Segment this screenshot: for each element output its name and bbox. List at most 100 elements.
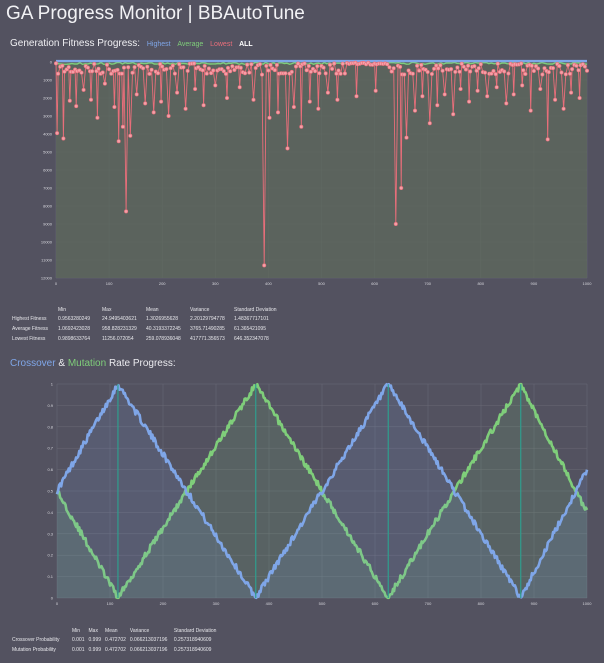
stats-header-stddev: Standard Deviation [173, 628, 217, 634]
lowest-point [237, 85, 242, 90]
legend-lowest[interactable]: Lowest [210, 41, 233, 48]
lowest-point [553, 97, 558, 102]
lowest-point [373, 88, 378, 93]
lowest-point [192, 61, 197, 66]
stats-cell: 61.365421095 [234, 326, 266, 332]
lowest-point [225, 95, 230, 100]
lowest-point [567, 71, 572, 76]
table-row: Average Fitness 1.0692423028 958.8282313… [10, 324, 279, 334]
x-tick-label: 100 [106, 281, 113, 286]
fitness-stats-table: Min Max Mean Variance Standard Deviation… [10, 306, 279, 344]
stats-cell: 0.066213037196 [129, 647, 168, 653]
lowest-point [120, 124, 125, 129]
x-tick-label: 400 [266, 601, 273, 606]
lowest-point [399, 186, 404, 191]
lowest-point [523, 71, 528, 76]
lowest-point [342, 71, 347, 76]
stats-cell: Mutation Probability [12, 647, 56, 653]
stats-cell: 0.066213037196 [129, 637, 168, 643]
lowest-point [166, 113, 171, 118]
stats-cell: 11256.072054 [102, 336, 134, 342]
x-tick-label: 800 [477, 281, 484, 286]
x-tick-label: 600 [371, 281, 378, 286]
stats-cell: 1.48367717101 [234, 316, 269, 322]
rates-section-heading: Crossover & Mutation Rate Progress: [10, 358, 176, 369]
lowest-point [253, 66, 258, 71]
lowest-point [504, 101, 509, 106]
lowest-point [53, 61, 58, 66]
y-tick-label: 0.8 [47, 424, 53, 429]
lowest-point [304, 68, 309, 73]
lowest-point [520, 83, 525, 88]
lowest-point [325, 90, 330, 95]
fitness-heading-text: Generation Fitness Progress: [10, 38, 141, 49]
x-tick-label: 900 [531, 601, 538, 606]
y-tick-label: 0.9 [47, 403, 53, 408]
lowest-point [262, 263, 267, 268]
lowest-point [96, 66, 101, 71]
lowest-point [274, 63, 279, 68]
lowest-point [321, 65, 326, 70]
legend-all[interactable]: ALL [239, 41, 253, 48]
lowest-point [81, 87, 86, 92]
lowest-point [478, 62, 483, 67]
lowest-point [563, 72, 568, 77]
lowest-point [402, 72, 407, 77]
lowest-point [247, 70, 252, 75]
fitness-section-heading: Generation Fitness Progress: Highest Ave… [10, 38, 253, 49]
lowest-point [232, 68, 237, 73]
lowest-point [100, 70, 105, 75]
lowest-point [60, 63, 65, 68]
lowest-point [228, 69, 233, 74]
lowest-point [425, 70, 430, 75]
lowest-point [209, 71, 214, 76]
lowest-point [330, 66, 335, 71]
lowest-point [275, 110, 280, 115]
lowest-point [226, 65, 231, 70]
lowest-point [92, 62, 97, 67]
lowest-point [313, 69, 318, 74]
stats-header-stddev: Standard Deviation [234, 307, 277, 313]
lowest-points [53, 60, 589, 268]
lowest-point [463, 67, 468, 72]
lowest-point [557, 64, 562, 69]
legend-average[interactable]: Average [177, 41, 204, 48]
lowest-point [323, 71, 328, 76]
stats-cell: 0.9898633764 [58, 336, 90, 342]
lowest-point [79, 70, 84, 75]
lowest-point [267, 115, 272, 120]
fitness-chart: 0100020003000400050006000700080009000100… [41, 60, 592, 287]
lowest-point [145, 64, 150, 69]
stats-header-label [10, 627, 70, 635]
lowest-point [105, 62, 110, 67]
lowest-point [141, 66, 146, 71]
lowest-point [440, 68, 445, 73]
lowest-point [584, 68, 589, 73]
legend-highest[interactable]: Highest [146, 41, 171, 48]
lowest-point [334, 71, 339, 76]
table-row: Highest Fitness 0.9563280249 24.94954036… [10, 314, 279, 324]
lowest-point [404, 135, 409, 140]
lowest-point [391, 66, 396, 71]
lowest-point [183, 106, 188, 111]
x-tick-label: 900 [531, 281, 538, 286]
lowest-point [467, 99, 472, 104]
stats-cell: 0.9563280249 [58, 316, 90, 322]
stats-cell: Crossover Probability [12, 637, 60, 643]
stats-cell: 0.472702 [105, 647, 126, 653]
lowest-point [272, 68, 277, 73]
x-tick-label: 100 [107, 601, 114, 606]
lowest-point [458, 86, 463, 91]
stats-header-min: Min [72, 628, 81, 634]
lowest-point [545, 137, 550, 142]
stats-cell: 3765.71490285 [190, 326, 225, 332]
lowest-point [175, 90, 180, 95]
stats-header-mean: Mean [105, 628, 118, 634]
lowest-series-line [55, 61, 588, 266]
stats-cell: 0.999 [88, 647, 102, 653]
y-tick-label: 7000 [43, 186, 53, 191]
lowest-point [559, 70, 564, 75]
heading-ampersand: & [55, 358, 68, 369]
lowest-point [561, 106, 566, 111]
lowest-point [461, 64, 466, 69]
